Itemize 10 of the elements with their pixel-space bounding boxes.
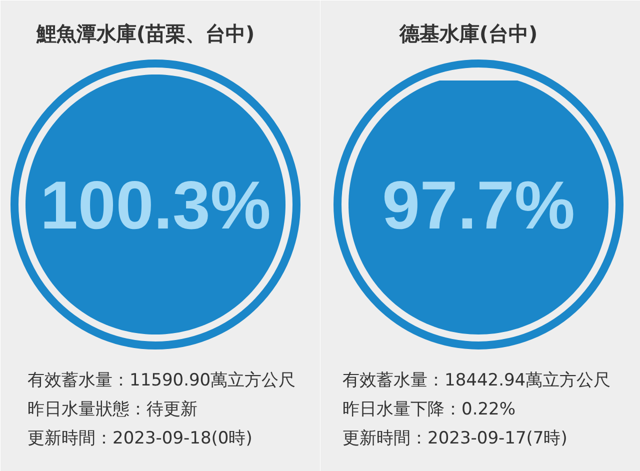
text: 德基水庫(台中) (398, 22, 538, 46)
text: 更新時間：2023-09-17(7時) (342, 428, 568, 448)
text: 有效蓄水量：11590.90萬立方公尺 (28, 370, 296, 390)
text: 更新時間：2023-09-18(0時) (28, 428, 252, 448)
text: 有效蓄水量：18442.94萬立方公尺 (342, 370, 611, 390)
data-label: 100.3% (40, 168, 271, 244)
data-label: 97.7% (382, 168, 575, 244)
text: 昨日水量下降：0.22% (342, 400, 516, 420)
text: 鯉魚潭水庫(苗栗、台中) (35, 22, 255, 46)
text: 昨日水量狀態：待更新 (28, 400, 198, 420)
